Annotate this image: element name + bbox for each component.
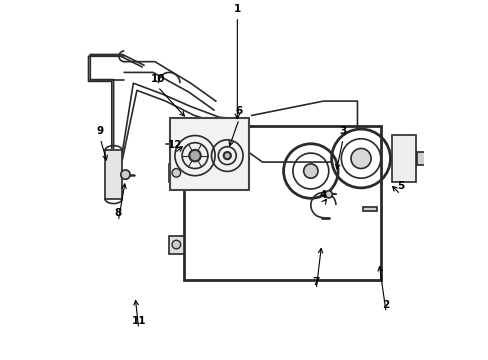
Circle shape (350, 148, 370, 168)
Bar (416, 152, 427, 165)
Circle shape (172, 240, 180, 249)
Bar (391, 135, 415, 182)
Bar (362, 207, 376, 211)
Text: 3: 3 (339, 126, 346, 136)
FancyBboxPatch shape (169, 118, 249, 190)
Circle shape (172, 168, 180, 177)
Text: 10: 10 (150, 74, 164, 84)
Text: 7: 7 (312, 276, 319, 287)
Bar (169, 235, 183, 253)
Text: 12: 12 (167, 140, 182, 150)
Circle shape (325, 191, 332, 198)
Text: 4: 4 (319, 190, 326, 201)
Text: 6: 6 (235, 106, 242, 116)
Bar (105, 150, 122, 199)
Text: 8: 8 (114, 208, 122, 219)
Circle shape (189, 150, 201, 161)
Text: 9: 9 (97, 126, 103, 136)
Text: 5: 5 (396, 181, 403, 192)
Text: 11: 11 (131, 316, 145, 326)
Circle shape (223, 152, 230, 159)
Circle shape (303, 164, 317, 178)
Circle shape (121, 170, 130, 179)
Text: 2: 2 (382, 300, 389, 310)
Text: 1: 1 (233, 4, 241, 14)
Bar (183, 126, 380, 280)
Bar (169, 164, 183, 182)
